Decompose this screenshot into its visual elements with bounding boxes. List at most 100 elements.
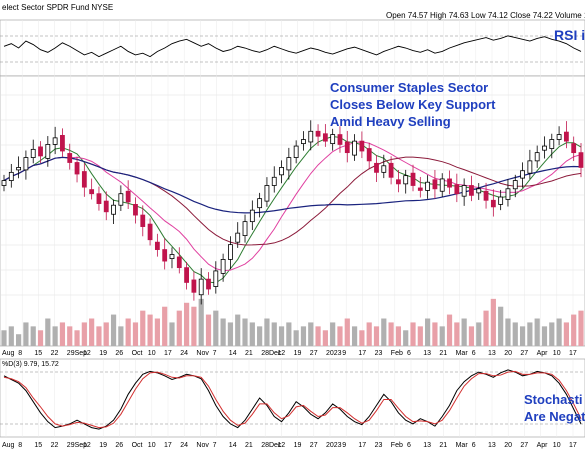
rsi-annotation: RSI i	[554, 27, 585, 43]
x-axis-label: 10	[148, 442, 156, 449]
volume-bar	[140, 310, 146, 346]
volume-bar	[483, 310, 489, 346]
x-axis-label: 17	[569, 442, 577, 449]
candle-body	[527, 160, 533, 174]
x-axis-label: 28Dec	[261, 442, 282, 449]
x-axis-label: 27	[310, 442, 318, 449]
x-axis-label: 13	[488, 350, 496, 357]
x-axis-label: 6	[407, 350, 411, 357]
volume-bar	[417, 326, 423, 346]
volume-bar	[67, 326, 73, 346]
volume-bar	[300, 326, 307, 346]
candle-body	[410, 172, 416, 186]
volume-bar	[110, 314, 117, 346]
x-axis-label: Feb	[391, 350, 403, 357]
volume-bar	[337, 326, 343, 346]
x-axis-label: Oct	[132, 442, 143, 449]
candle-body	[118, 193, 124, 206]
x-axis-label: 10	[148, 350, 156, 357]
candle-body	[301, 139, 306, 145]
x-axis-label: 21	[439, 350, 447, 357]
headline-line-1: Consumer Staples Sector	[330, 80, 488, 95]
x-axis-label: Apr	[537, 350, 549, 357]
x-axis-label: 21	[245, 350, 253, 357]
volume-bar	[446, 314, 453, 346]
x-axis-label: 22	[51, 442, 59, 449]
x-axis-label: Mar	[456, 350, 469, 357]
volume-bar	[154, 318, 160, 346]
x-axis-label: 26	[115, 442, 123, 449]
volume-bar	[461, 318, 467, 346]
candle-body	[257, 198, 263, 209]
x-axis-label: 13	[423, 442, 431, 449]
x-axis-label: 21	[439, 442, 447, 449]
candle-body	[344, 141, 350, 154]
volume-bar	[534, 318, 540, 346]
volume-bar	[125, 318, 131, 346]
stoch-annotation-1: Stochasti	[524, 392, 583, 407]
candle-body	[147, 223, 153, 241]
x-axis-label: 2023	[326, 442, 342, 449]
candle-body	[16, 167, 22, 171]
volume-bar	[425, 318, 431, 346]
volume-bar	[330, 322, 336, 346]
volume-bar	[490, 298, 496, 346]
volume-bar	[8, 326, 14, 346]
volume-bar	[322, 330, 328, 346]
x-axis-label: 12	[83, 442, 91, 449]
volume-bar	[403, 330, 409, 346]
candle-body	[89, 189, 95, 195]
x-axis-label: 26	[115, 350, 123, 357]
x-axis-label: 14	[229, 442, 237, 449]
candle-body	[213, 270, 219, 287]
candle-body	[425, 181, 431, 191]
volume-bar	[205, 314, 212, 346]
stochastic-lines	[3, 369, 582, 430]
x-axis-label: 20	[504, 350, 512, 357]
volume-bar	[16, 334, 22, 346]
candle-body	[520, 170, 525, 179]
candle-body	[279, 167, 284, 176]
volume-bar	[315, 326, 321, 346]
volume-bar	[37, 330, 44, 346]
candle-body	[352, 140, 357, 156]
candle-body	[337, 134, 343, 145]
candle-body	[125, 190, 131, 203]
candle-body	[563, 131, 569, 142]
candle-body	[154, 241, 160, 250]
volume-bar	[264, 318, 270, 346]
candle-body	[490, 199, 496, 208]
candle-body	[534, 152, 540, 162]
volume-bar	[103, 322, 109, 346]
volume-bar	[381, 318, 387, 346]
candle-body	[403, 175, 409, 185]
x-axis-label: 17	[358, 350, 366, 357]
candle-body	[103, 200, 109, 213]
ma-longest-line	[3, 156, 582, 214]
candle-body	[235, 232, 241, 243]
x-axis-label: 27	[520, 350, 528, 357]
x-axis-label: 27	[520, 442, 528, 449]
candle-body	[308, 130, 314, 143]
x-axis-label: Nov	[196, 442, 209, 449]
x-axis-label: Aug	[2, 442, 15, 449]
x-axis-label: 17	[569, 350, 577, 357]
candle-body	[556, 134, 562, 140]
candle-body	[447, 178, 452, 188]
volume-bar	[359, 330, 365, 346]
candle-body	[1, 180, 7, 186]
candle-body	[461, 185, 467, 197]
volume-bar	[220, 318, 226, 346]
x-axis-label: 24	[180, 350, 188, 357]
volume-bar	[366, 322, 372, 346]
candle-body	[96, 193, 102, 204]
x-axis-label: 17	[164, 350, 172, 357]
candle-body	[571, 143, 577, 154]
volume-bar	[505, 318, 511, 346]
candle-body	[498, 196, 504, 205]
candle-body	[191, 279, 197, 293]
candle-body	[74, 162, 80, 175]
volume-bar	[59, 322, 66, 346]
x-axis-label: Nov	[196, 350, 209, 357]
